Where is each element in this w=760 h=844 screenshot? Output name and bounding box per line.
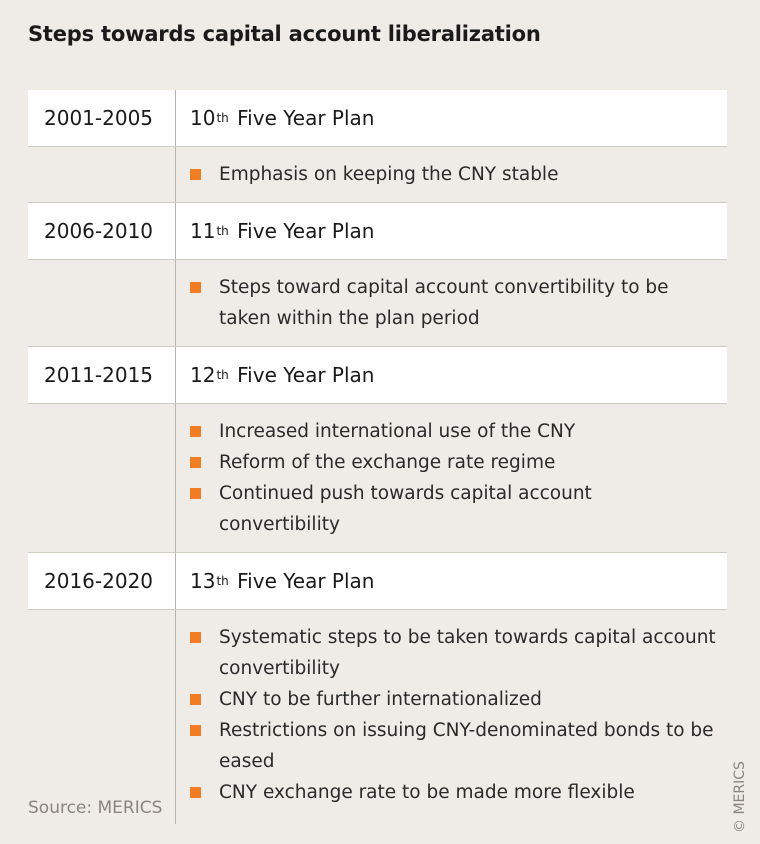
item-text: Restrictions on issuing CNY-denominated … [219,720,714,772]
source-note: Source: MERICS [28,798,163,818]
square-bullet-icon [190,725,201,736]
square-bullet-icon [190,488,201,499]
list-item: Continued push towards capital account c… [190,478,717,540]
plan-number: 13 [190,569,216,593]
square-bullet-icon [190,169,201,180]
plan-ordinal-suffix: th [216,111,229,125]
list-item: Reform of the exchange rate regime [190,447,717,478]
list-item: Emphasis on keeping the CNY stable [190,159,717,190]
square-bullet-icon [190,457,201,468]
period-body-row: Steps toward capital account convertibil… [28,260,727,347]
item-text: Systematic steps to be taken towards cap… [219,627,716,679]
square-bullet-icon [190,426,201,437]
period-body-row: Emphasis on keeping the CNY stable [28,147,727,203]
bullet-list: Emphasis on keeping the CNY stable [190,159,717,190]
square-bullet-icon [190,694,201,705]
square-bullet-icon [190,632,201,643]
plan-label: Five Year Plan [237,363,375,387]
bullet-list: Steps toward capital account convertibil… [190,272,717,334]
plan-items: Systematic steps to be taken towards cap… [176,610,727,824]
item-text: Reform of the exchange rate regime [219,452,556,473]
plan-number: 12 [190,363,216,387]
list-item: Systematic steps to be taken towards cap… [190,622,717,684]
plan-ordinal-suffix: th [216,368,229,382]
bullet-list: Systematic steps to be taken towards cap… [190,622,717,808]
list-item: CNY to be further internationalized [190,684,717,715]
plan-number: 10 [190,106,216,130]
plan-ordinal-suffix: th [216,574,229,588]
period-years: 2016-2020 [28,553,176,609]
year-spacer [28,147,176,202]
list-item: Restrictions on issuing CNY-denominated … [190,715,717,777]
item-text: Continued push towards capital account c… [219,483,592,535]
plan-items: Emphasis on keeping the CNY stable [176,147,727,202]
period-years: 2011-2015 [28,347,176,403]
item-text: Steps toward capital account convertibil… [219,277,669,329]
item-text: CNY exchange rate to be made more flexib… [219,782,635,803]
plan-label: Five Year Plan [237,569,375,593]
item-text: Increased international use of the CNY [219,421,576,442]
list-item: Increased international use of the CNY [190,416,717,447]
square-bullet-icon [190,282,201,293]
year-spacer [28,260,176,346]
plan-number: 11 [190,219,216,243]
plan-items: Steps toward capital account convertibil… [176,260,727,346]
plan-ordinal-suffix: th [216,224,229,238]
list-item: CNY exchange rate to be made more flexib… [190,777,717,808]
plan-items: Increased international use of the CNY R… [176,404,727,552]
year-spacer [28,610,176,824]
year-spacer [28,404,176,552]
square-bullet-icon [190,787,201,798]
period-years: 2006-2010 [28,203,176,259]
item-text: Emphasis on keeping the CNY stable [219,164,559,185]
plan-label: Five Year Plan [237,106,375,130]
period-body-row: Increased international use of the CNY R… [28,404,727,553]
bullet-list: Increased international use of the CNY R… [190,416,717,540]
period-years: 2001-2005 [28,90,176,146]
item-text: CNY to be further internationalized [219,689,542,710]
copyright-note: © MERICS [732,761,748,833]
list-item: Steps toward capital account convertibil… [190,272,717,334]
plan-label: Five Year Plan [237,219,375,243]
page-title: Steps towards capital account liberaliza… [28,22,541,46]
period-body-row: Systematic steps to be taken towards cap… [28,610,727,824]
